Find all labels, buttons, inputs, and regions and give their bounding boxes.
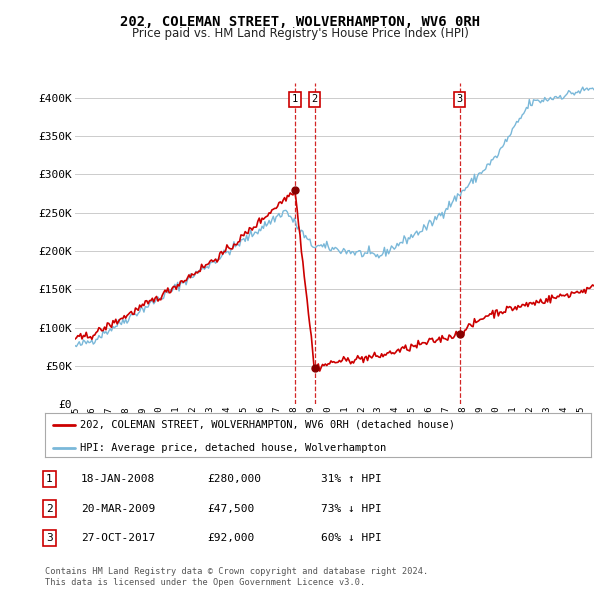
Text: This data is licensed under the Open Government Licence v3.0.: This data is licensed under the Open Gov…: [45, 578, 365, 588]
Text: £92,000: £92,000: [207, 533, 254, 543]
Text: Contains HM Land Registry data © Crown copyright and database right 2024.: Contains HM Land Registry data © Crown c…: [45, 566, 428, 576]
Text: 3: 3: [46, 533, 53, 543]
Text: 202, COLEMAN STREET, WOLVERHAMPTON, WV6 0RH (detached house): 202, COLEMAN STREET, WOLVERHAMPTON, WV6 …: [80, 420, 455, 430]
Text: 202, COLEMAN STREET, WOLVERHAMPTON, WV6 0RH: 202, COLEMAN STREET, WOLVERHAMPTON, WV6 …: [120, 15, 480, 29]
Text: Price paid vs. HM Land Registry's House Price Index (HPI): Price paid vs. HM Land Registry's House …: [131, 27, 469, 40]
Text: £47,500: £47,500: [207, 504, 254, 513]
Text: £280,000: £280,000: [207, 474, 261, 484]
Text: 20-MAR-2009: 20-MAR-2009: [81, 504, 155, 513]
Text: 1: 1: [46, 474, 53, 484]
Text: 27-OCT-2017: 27-OCT-2017: [81, 533, 155, 543]
Text: 2: 2: [46, 504, 53, 513]
Text: 60% ↓ HPI: 60% ↓ HPI: [321, 533, 382, 543]
Text: 3: 3: [457, 94, 463, 104]
Text: 18-JAN-2008: 18-JAN-2008: [81, 474, 155, 484]
Text: HPI: Average price, detached house, Wolverhampton: HPI: Average price, detached house, Wolv…: [80, 442, 387, 453]
Text: 73% ↓ HPI: 73% ↓ HPI: [321, 504, 382, 513]
Text: 31% ↑ HPI: 31% ↑ HPI: [321, 474, 382, 484]
Text: 1: 1: [292, 94, 298, 104]
Text: 2: 2: [311, 94, 318, 104]
